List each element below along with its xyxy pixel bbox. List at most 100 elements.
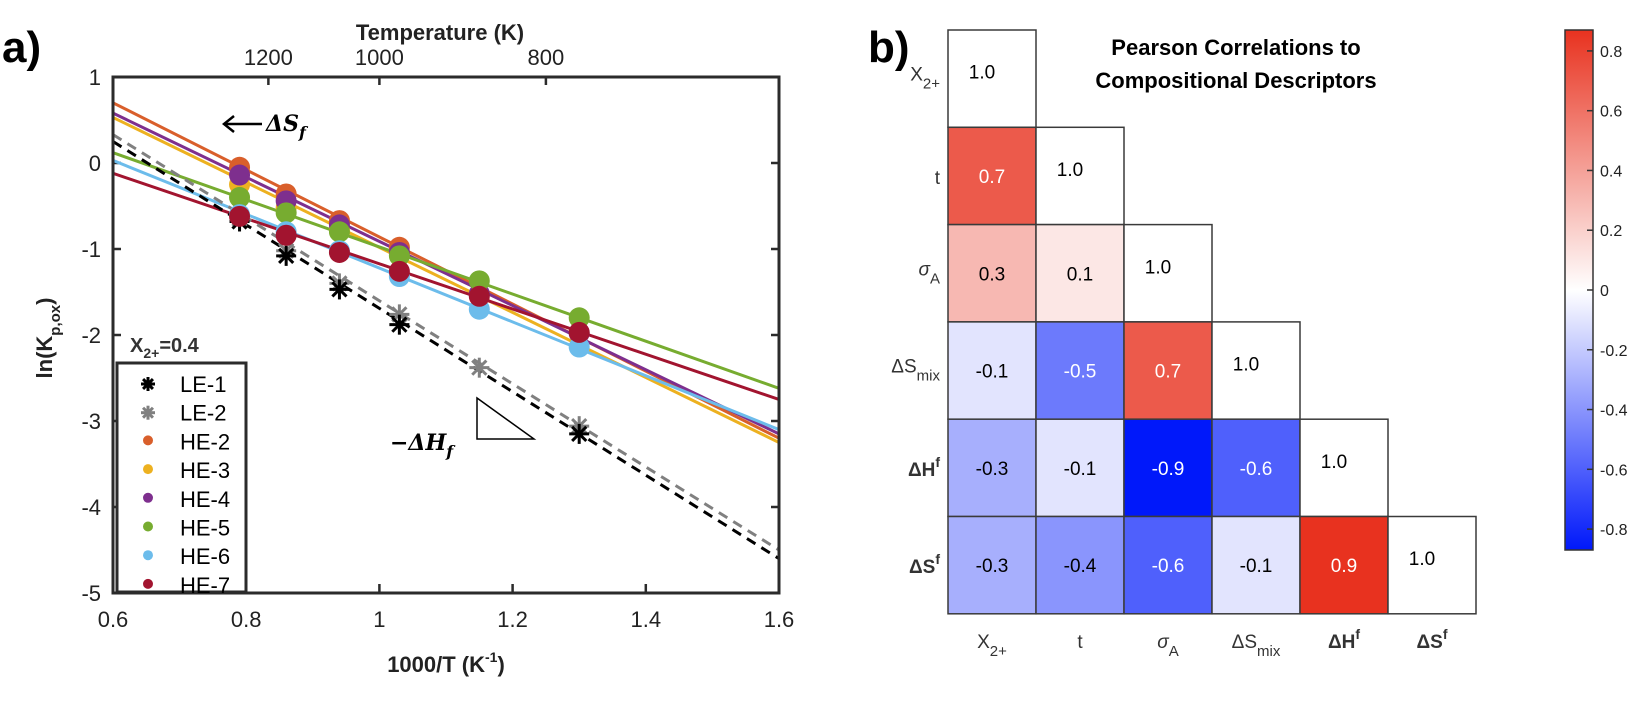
composition-annotation: X2+=0.4 — [130, 335, 200, 361]
top-axis-ticks: 1200 1000 800 — [244, 45, 564, 85]
x-tick-label: 1.6 — [764, 607, 795, 632]
heatmap-cell: 1.0 — [1299, 418, 1389, 518]
data-point-he-7 — [388, 260, 410, 282]
legend-item-he-7: HE-7 — [143, 573, 230, 598]
legend-item-he-4: HE-4 — [143, 487, 230, 512]
fit-lines — [113, 101, 779, 560]
entropy-label: ΔSf — [265, 111, 309, 142]
column-label: σA — [1157, 632, 1178, 660]
heatmap-cell: 1.0 — [1035, 126, 1125, 226]
legend-label: HE-7 — [180, 573, 230, 598]
row-labels: X2+ t σA ΔSmix ΔHf ΔSf — [891, 65, 940, 579]
asterisk-marker-icon — [141, 405, 155, 420]
fit-line-he-6 — [113, 159, 779, 431]
data-point-he-5 — [568, 307, 590, 329]
heatmap-cell: -0.3 — [947, 418, 1037, 518]
legend-label: HE-5 — [180, 516, 230, 541]
legend-label: HE-3 — [180, 458, 230, 483]
heatmap-cell: -0.1 — [1035, 418, 1125, 518]
data-point-he-7 — [468, 285, 490, 307]
plot-frame — [111, 75, 781, 595]
row-label: ΔSf — [909, 551, 940, 578]
cell-value: 1.0 — [1233, 355, 1259, 376]
heatmap-cell: 1.0 — [1123, 223, 1213, 323]
fit-line-he-5 — [113, 151, 779, 390]
cell-fill — [947, 321, 1037, 420]
cell-value: 1.0 — [1409, 549, 1435, 570]
heatmap-cell: 1.0 — [1211, 321, 1301, 420]
x-tick-label: 1 — [373, 607, 385, 632]
colorbar-tick-label: 0.6 — [1600, 104, 1622, 121]
top-tick-label: 1000 — [355, 45, 404, 70]
colorbar-tick-label: 0 — [1600, 283, 1609, 300]
arrow-head — [221, 115, 235, 133]
data-point-le-1 — [276, 245, 297, 266]
circle-marker-icon — [143, 492, 153, 503]
cell-value: -0.9 — [1152, 459, 1185, 480]
heatmap-cell: -0.6 — [1123, 515, 1213, 615]
data-point-he-7 — [328, 241, 350, 263]
data-point-le-1 — [569, 423, 590, 444]
row-label: σA — [919, 259, 940, 287]
cell-value: 0.3 — [979, 264, 1005, 285]
cell-fill — [947, 515, 1037, 615]
column-label: ΔHf — [1328, 626, 1360, 653]
heatmap-cell: 0.3 — [947, 223, 1037, 323]
legend: LE-1 LE-2 HE-2 HE-3 HE-4 HE-5 HE-6 HE-7 — [115, 361, 248, 598]
legend-item-he-3: HE-3 — [143, 458, 230, 483]
cell-value: -0.6 — [1152, 556, 1185, 577]
top-tick-label: 1200 — [244, 45, 293, 70]
heatmap-cell: -0.4 — [1035, 515, 1125, 615]
heatmap-cell: 0.7 — [947, 126, 1037, 226]
fit-line-he-4 — [113, 111, 779, 436]
y-tick-label: -4 — [81, 495, 101, 520]
entropy-annotation: ΔSf — [221, 111, 309, 142]
cell-value: 1.0 — [1145, 257, 1171, 278]
legend-item-he-5: HE-5 — [143, 516, 230, 541]
colorbar-tick-label: -0.2 — [1600, 343, 1628, 360]
heatmap-title-line1: Pearson Correlations to — [1111, 35, 1360, 60]
cell-fill — [1211, 321, 1301, 420]
panel-label-a: a) — [2, 23, 41, 72]
x-axis-ticks: 0.6 0.8 1 1.2 1.4 1.6 — [98, 584, 795, 632]
colorbar-tick-label: -0.8 — [1600, 522, 1628, 539]
data-markers — [229, 156, 590, 444]
cell-value: -0.4 — [1064, 556, 1097, 577]
circle-marker-icon — [143, 550, 153, 561]
legend-label: LE-2 — [180, 401, 226, 426]
legend-label: LE-1 — [180, 372, 226, 397]
heatmap-cell: 1.0 — [1387, 515, 1477, 615]
data-point-he-4 — [229, 164, 251, 186]
cell-value: -0.1 — [976, 362, 1009, 383]
cell-fill — [1211, 515, 1301, 615]
cell-value: 1.0 — [969, 63, 995, 84]
cell-value: -0.5 — [1064, 362, 1097, 383]
x-tick-label: 0.6 — [98, 607, 129, 632]
asterisk-marker-icon — [141, 377, 155, 391]
heatmap-cell: 0.9 — [1299, 515, 1389, 615]
column-labels: X2+ t σA ΔSmix ΔHf ΔSf — [977, 626, 1448, 660]
heatmap-cell: -0.9 — [1123, 418, 1213, 518]
y-tick-label: -2 — [81, 323, 101, 348]
column-label: X2+ — [977, 632, 1007, 660]
colorbar-tick-label: 0.8 — [1600, 44, 1622, 61]
cell-fill — [1035, 515, 1125, 615]
cell-value: 1.0 — [1057, 160, 1083, 181]
row-label: ΔSmix — [891, 357, 940, 385]
data-point-he-5 — [388, 245, 410, 267]
column-label: t — [1077, 632, 1083, 653]
legend-item-le-1: LE-1 — [141, 372, 226, 397]
data-point-le-1 — [329, 279, 350, 300]
data-point-he-7 — [229, 205, 251, 227]
cell-value: -0.1 — [1240, 556, 1273, 577]
cell-fill — [1035, 418, 1125, 518]
cell-fill — [947, 418, 1037, 518]
correlation-heatmap: Pearson Correlations to Compositional De… — [891, 29, 1628, 660]
data-point-he-5 — [275, 202, 297, 224]
heatmap-cell: 0.7 — [1123, 321, 1213, 420]
x-tick-label: 1.2 — [497, 607, 528, 632]
data-point-he-7 — [275, 224, 297, 246]
data-point-he-5 — [229, 186, 251, 208]
cell-fill — [1035, 126, 1125, 226]
y-tick-label: 0 — [89, 151, 101, 176]
